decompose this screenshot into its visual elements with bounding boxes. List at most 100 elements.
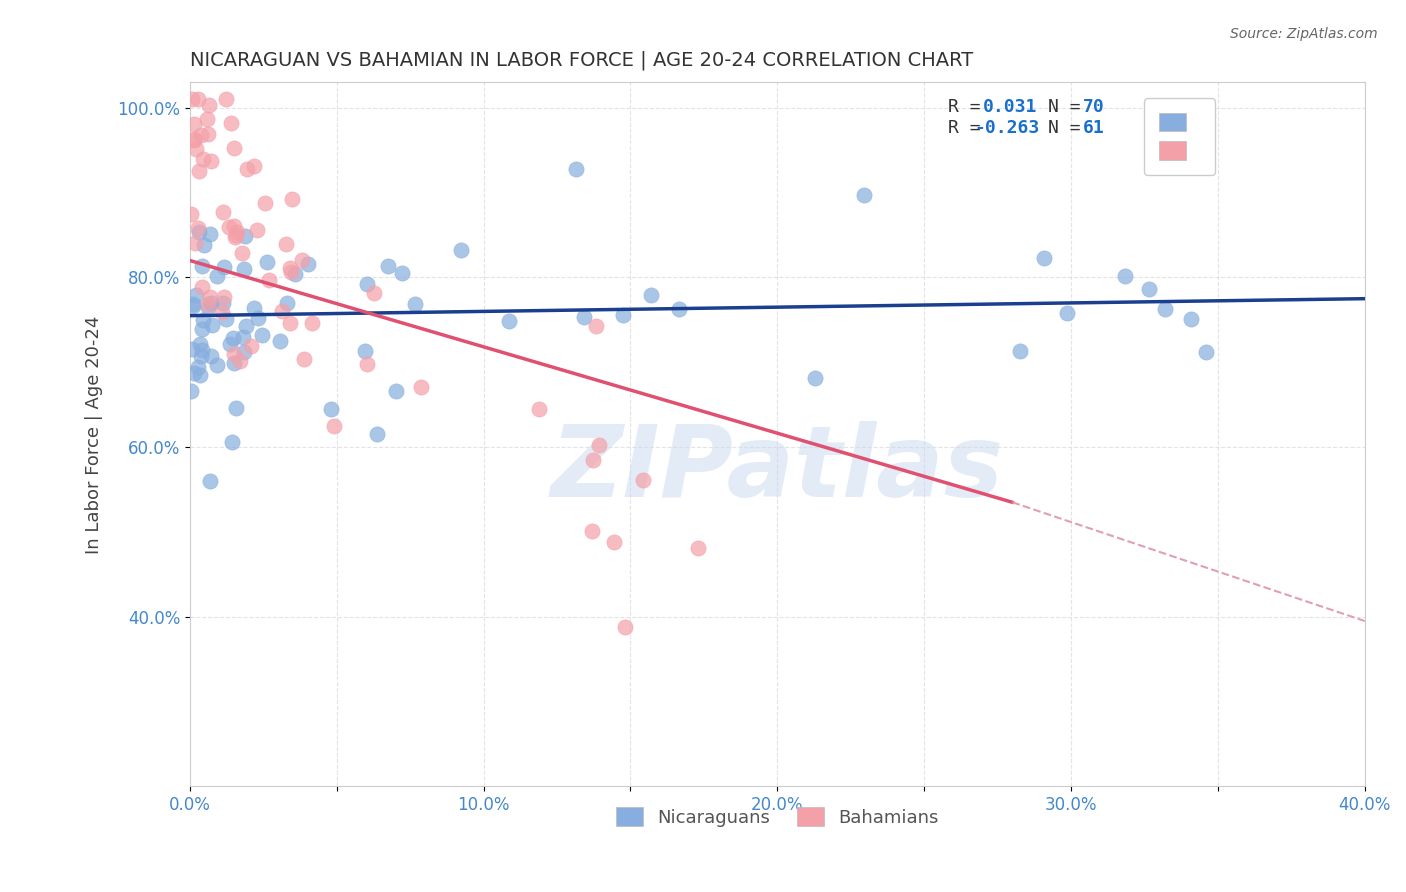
Point	[183, 117, 205, 131]
Point	[191, 152, 214, 166]
Point	[200, 474, 222, 488]
Point	[640, 288, 662, 302]
Point	[197, 127, 219, 141]
Point	[581, 524, 603, 539]
Y-axis label: In Labor Force | Age 20-24: In Labor Force | Age 20-24	[86, 315, 103, 554]
Point	[1008, 343, 1031, 358]
Point	[191, 280, 214, 294]
Point	[197, 301, 219, 315]
Point	[450, 244, 472, 258]
Point	[588, 438, 610, 452]
Point	[242, 159, 264, 173]
Point	[585, 318, 607, 333]
Point	[212, 290, 235, 304]
Point	[271, 303, 294, 318]
Point	[356, 357, 378, 371]
Point	[181, 342, 204, 356]
Point	[1137, 282, 1160, 296]
Point	[205, 268, 228, 283]
Point	[183, 367, 205, 381]
Point	[240, 339, 263, 353]
Point	[222, 219, 245, 233]
Point	[1180, 312, 1202, 326]
Point	[190, 322, 212, 336]
Point	[297, 257, 319, 271]
Point	[191, 343, 214, 358]
Point	[224, 347, 246, 361]
Text: R =: R =	[948, 120, 991, 137]
Point	[198, 98, 221, 112]
Point	[582, 452, 605, 467]
Point	[253, 196, 276, 211]
Point	[191, 259, 214, 273]
Point	[1032, 251, 1054, 265]
Point	[219, 337, 242, 351]
Text: N =: N =	[1047, 98, 1080, 116]
Point	[200, 350, 222, 364]
Text: R =: R =	[948, 98, 991, 116]
Point	[215, 312, 238, 326]
Point	[852, 188, 875, 202]
Point	[187, 92, 209, 106]
Point	[242, 301, 264, 316]
Point	[252, 327, 274, 342]
Point	[201, 318, 224, 332]
Point	[278, 316, 301, 330]
Point	[246, 223, 269, 237]
Point	[301, 317, 323, 331]
Point	[633, 473, 655, 487]
Point	[276, 296, 298, 310]
Point	[226, 225, 249, 239]
Point	[214, 92, 236, 106]
Point	[190, 128, 212, 142]
Point	[200, 154, 222, 169]
Point	[280, 265, 302, 279]
Point	[1153, 301, 1175, 316]
Point	[274, 236, 297, 251]
Point	[498, 314, 520, 328]
Point	[195, 112, 218, 126]
Point	[404, 297, 426, 311]
Point	[384, 384, 406, 398]
Point	[212, 260, 235, 274]
Point	[291, 252, 314, 267]
Point	[804, 371, 827, 385]
Point	[184, 288, 207, 302]
Point	[181, 297, 204, 311]
Point	[219, 116, 242, 130]
Text: -0.263: -0.263	[974, 120, 1040, 137]
Point	[614, 620, 637, 634]
Point	[198, 290, 221, 304]
Point	[235, 319, 257, 334]
Point	[212, 204, 235, 219]
Point	[212, 296, 235, 310]
Point	[574, 310, 596, 324]
Point	[246, 310, 269, 325]
Text: 61: 61	[1083, 120, 1105, 137]
Point	[193, 237, 215, 252]
Point	[183, 299, 205, 313]
Point	[188, 368, 211, 382]
Point	[292, 351, 315, 366]
Point	[668, 301, 690, 316]
Point	[207, 358, 229, 372]
Point	[232, 330, 254, 344]
Point	[356, 277, 378, 292]
Point	[391, 266, 413, 280]
Text: N =: N =	[1047, 120, 1091, 137]
Point	[197, 296, 219, 310]
Point	[565, 161, 588, 176]
Text: 0.031: 0.031	[983, 98, 1038, 116]
Point	[188, 164, 211, 178]
Point	[211, 305, 233, 319]
Text: Source: ZipAtlas.com: Source: ZipAtlas.com	[1230, 27, 1378, 41]
Point	[284, 268, 307, 282]
Point	[187, 225, 209, 239]
Point	[200, 296, 222, 310]
Point	[186, 142, 208, 156]
Point	[232, 261, 254, 276]
Point	[1195, 345, 1218, 359]
Point	[180, 92, 202, 106]
Point	[1056, 306, 1078, 320]
Point	[221, 435, 243, 450]
